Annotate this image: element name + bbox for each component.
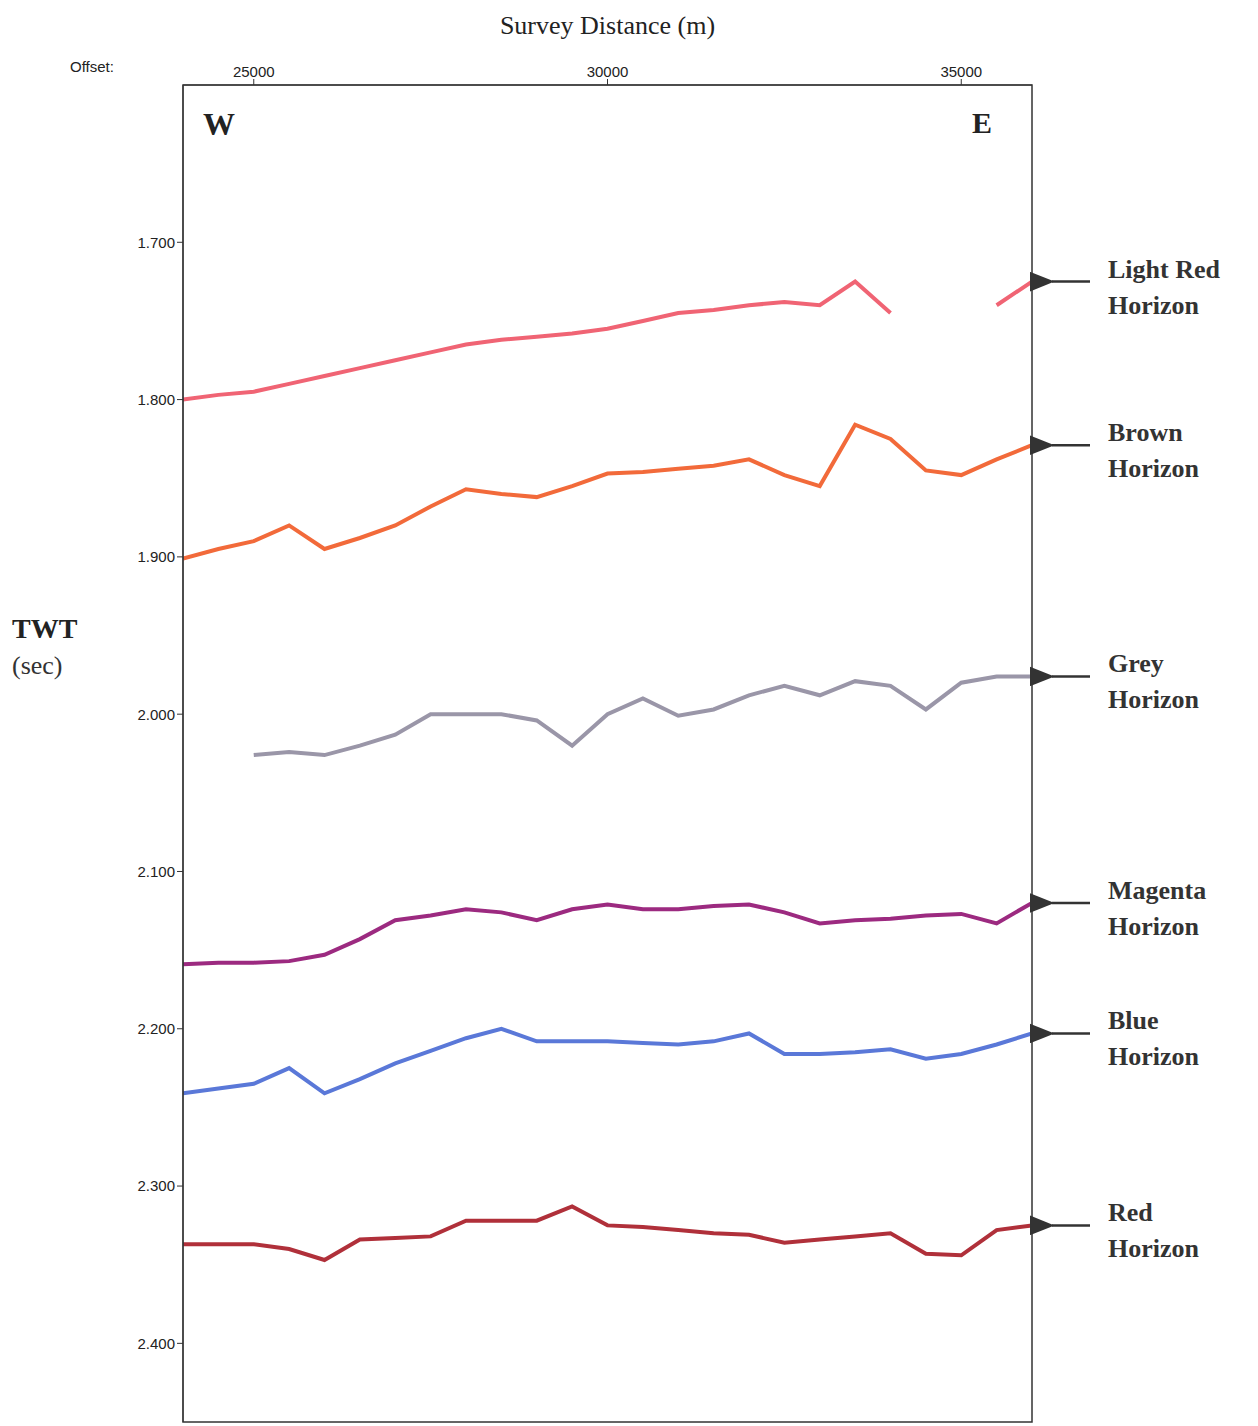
svg-text:1.900: 1.900 <box>137 548 175 565</box>
svg-text:(sec): (sec) <box>12 651 63 680</box>
svg-text:E: E <box>972 106 992 139</box>
svg-text:1.700: 1.700 <box>137 234 175 251</box>
svg-text:TWT: TWT <box>12 613 78 644</box>
svg-text:Grey: Grey <box>1108 649 1164 678</box>
svg-text:2.000: 2.000 <box>137 706 175 723</box>
svg-text:Brown: Brown <box>1108 418 1183 447</box>
svg-text:1.800: 1.800 <box>137 391 175 408</box>
svg-text:Survey Distance (m): Survey Distance (m) <box>500 11 715 40</box>
svg-text:Magenta: Magenta <box>1108 876 1206 905</box>
svg-text:2.400: 2.400 <box>137 1335 175 1352</box>
svg-text:Red: Red <box>1108 1198 1153 1227</box>
svg-text:2.100: 2.100 <box>137 863 175 880</box>
svg-text:Blue: Blue <box>1108 1006 1159 1035</box>
svg-text:Horizon: Horizon <box>1108 912 1200 941</box>
svg-text:35000: 35000 <box>940 63 982 80</box>
svg-text:Horizon: Horizon <box>1108 1234 1200 1263</box>
svg-text:25000: 25000 <box>233 63 275 80</box>
svg-text:Offset:: Offset: <box>70 58 114 75</box>
svg-text:W: W <box>203 106 235 142</box>
svg-text:30000: 30000 <box>587 63 629 80</box>
svg-text:Light Red: Light Red <box>1108 255 1221 284</box>
svg-text:Horizon: Horizon <box>1108 291 1200 320</box>
svg-text:Horizon: Horizon <box>1108 454 1200 483</box>
svg-text:2.200: 2.200 <box>137 1020 175 1037</box>
svg-text:Horizon: Horizon <box>1108 685 1200 714</box>
svg-text:2.300: 2.300 <box>137 1177 175 1194</box>
svg-text:Horizon: Horizon <box>1108 1042 1200 1071</box>
